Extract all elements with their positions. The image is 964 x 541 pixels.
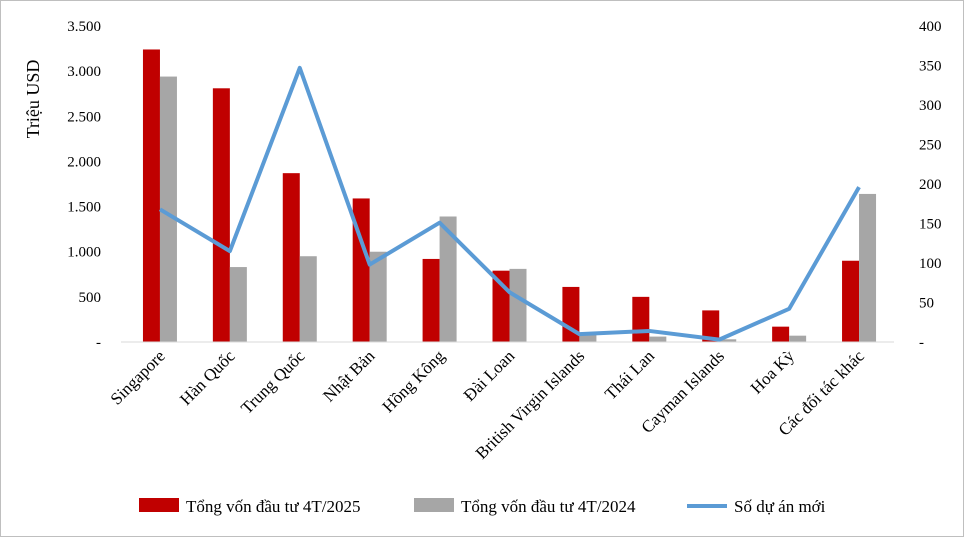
bar-2024: [649, 336, 667, 342]
y2-tick-label: 400: [919, 19, 942, 35]
line-layer: [158, 65, 861, 342]
y-axis-right: - 50 100 150 200 250 300 350 400: [919, 19, 942, 351]
y-tick-label: 1.500: [67, 200, 101, 216]
bar-2024: [229, 267, 247, 342]
legend-swatch-2025: [139, 498, 179, 512]
legend-label-2025: Tổng vốn đầu tư 4T/2025: [186, 497, 360, 516]
bar-2024: [579, 334, 597, 342]
bar-2024: [159, 76, 177, 342]
x-tick-label: Hoa Kỳ: [747, 346, 799, 398]
y-tick-label: 2.000: [67, 154, 101, 170]
x-tick-label: Thái Lan: [601, 346, 659, 404]
y2-tick-label: 350: [919, 59, 942, 75]
bar-2025: [632, 296, 650, 342]
y-tick-label: 1.000: [67, 245, 101, 261]
bar-2025: [772, 326, 790, 342]
y-tick-label: 3.000: [67, 64, 101, 80]
bar-2024: [439, 216, 457, 342]
y2-tick-label: 150: [919, 217, 942, 233]
y2-tick-label: 250: [919, 138, 942, 154]
y2-tick-label: 300: [919, 98, 942, 114]
y2-tick-label: 200: [919, 177, 942, 193]
bar-2024: [369, 251, 387, 342]
x-tick-label: Hàn Quốc: [176, 346, 239, 409]
x-tick-label: Hồng Kông: [379, 346, 449, 416]
x-tick-label: Singapore: [107, 346, 169, 408]
bar-2025: [142, 49, 160, 343]
legend-label-2024: Tổng vốn đầu tư 4T/2024: [461, 497, 636, 516]
y2-tick-label: 100: [919, 256, 942, 272]
line-series-projects: [158, 65, 861, 342]
y-axis-left: - 500 1.000 1.500 2.000 2.500 3.000 3.500: [67, 19, 101, 351]
y-tick-label: 500: [79, 290, 102, 306]
bar-2024: [299, 256, 317, 342]
legend-item-2025: Tổng vốn đầu tư 4T/2025: [139, 497, 360, 516]
bar-2025: [702, 310, 720, 342]
x-tick-label: Đài Loan: [460, 346, 519, 405]
bar-2024: [789, 335, 807, 342]
legend: Tổng vốn đầu tư 4T/2025 Tổng vốn đầu tư …: [139, 497, 826, 516]
bar-2024: [509, 268, 527, 342]
bar-2025: [842, 260, 860, 342]
legend-item-2024: Tổng vốn đầu tư 4T/2024: [414, 497, 636, 516]
y-axis-title: Triệu USD: [23, 60, 43, 139]
legend-swatch-2024: [414, 498, 454, 512]
x-tick-label: Nhật Bản: [319, 346, 379, 406]
legend-item-projects: Số dự án mới: [687, 497, 826, 516]
bar-2025: [282, 173, 300, 342]
bar-2024: [719, 339, 737, 342]
bar-2025: [212, 88, 230, 342]
y-tick-label: 3.500: [67, 19, 101, 35]
bar-2025: [422, 258, 440, 342]
y-tick-label: -: [96, 335, 101, 351]
y2-tick-label: 50: [919, 296, 934, 312]
y2-tick-label: -: [919, 335, 924, 351]
y-tick-label: 2.500: [67, 109, 101, 125]
legend-label-projects: Số dự án mới: [734, 497, 826, 516]
x-tick-label: Trung Quốc: [237, 346, 309, 418]
bar-2024: [859, 193, 877, 342]
